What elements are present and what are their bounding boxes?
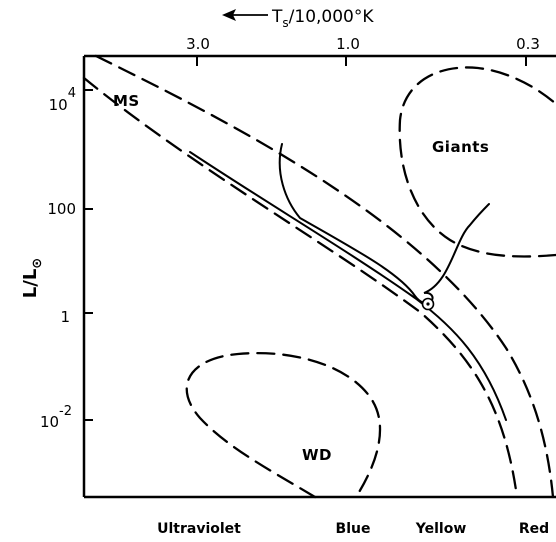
region-label-ms: MS [113, 92, 140, 110]
sun-icon-dot [426, 302, 430, 306]
ms-upper-boundary [94, 54, 555, 499]
giants-region [398, 66, 556, 258]
band-label-yellow: Yellow [415, 521, 467, 537]
y-tick-label-1: 1 [60, 308, 70, 326]
top-tick-label-03: 0.3 [516, 35, 540, 53]
band-label-blue: Blue [336, 521, 371, 537]
top-tick-label-3: 3.0 [186, 35, 210, 53]
top-axis-title: Ts/10,000°K [222, 7, 374, 30]
y-tick-1e-2-base: 10 [40, 413, 59, 431]
band-label-red: Red [519, 521, 549, 537]
y-axis-label-main: L/L [20, 269, 41, 299]
region-label-giants: Giants [432, 138, 489, 156]
ms-lower-boundary [82, 76, 519, 499]
wd-region [185, 352, 382, 499]
zams-track [189, 151, 507, 421]
y-tick-1e4-base: 10 [49, 96, 68, 114]
y-tick-label-100: 100 [47, 200, 76, 218]
y-axis-title: L/L⊙ [20, 258, 45, 298]
y-tick-label-1e4: 104 [49, 86, 76, 114]
top-axis-label: Ts/10,000°K [271, 7, 374, 30]
y-axis-label-symbol: ⊙ [30, 258, 45, 269]
y-axis-label: L/L⊙ [20, 258, 45, 298]
region-label-wd: WD [302, 446, 332, 464]
top-axis-ticks: 3.0 1.0 0.3 [186, 35, 540, 66]
top-tick-label-1: 1.0 [336, 35, 360, 53]
y-tick-1e4-exp: 4 [68, 86, 76, 101]
top-axis-label-sub: s [282, 16, 288, 30]
top-axis-label-rest: /10,000°K [289, 7, 375, 27]
evolution-track [278, 143, 490, 305]
y-tick-1e-2-exp: -2 [59, 404, 72, 419]
band-label-ultraviolet: Ultraviolet [157, 521, 241, 537]
sun-icon [421, 297, 435, 311]
y-axis-ticks: 104 100 1 10-2 [40, 86, 93, 431]
top-axis-arrow-head [222, 9, 236, 21]
y-tick-label-1e-2: 10-2 [40, 404, 72, 431]
top-axis-label-main: T [271, 7, 283, 27]
